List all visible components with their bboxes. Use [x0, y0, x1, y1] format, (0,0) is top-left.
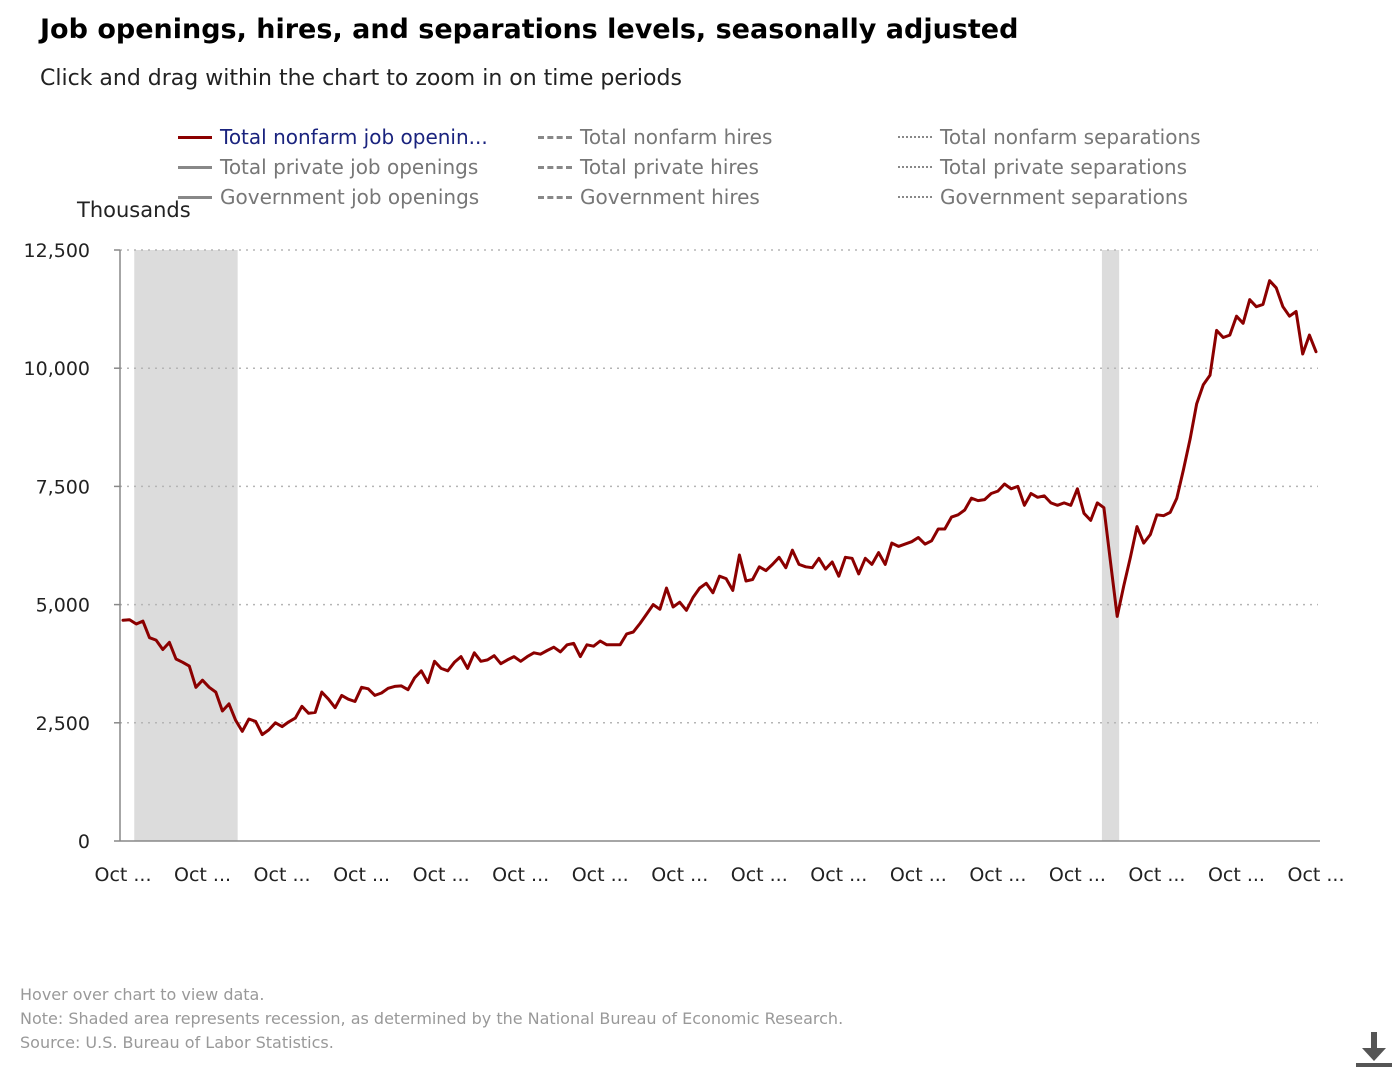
line-chart[interactable]: 0 2,500 5,000 7,500 10,000 12,500 Oct ... Oct .… — [0, 230, 1400, 910]
legend-label: Total nonfarm hires — [580, 125, 773, 149]
x-tick-label: Oct ... — [731, 864, 788, 886]
legend-swatch — [178, 195, 212, 199]
legend-swatch — [898, 136, 932, 138]
x-tick-label: Oct ... — [492, 864, 549, 886]
x-tick-label: Oct ... — [969, 864, 1026, 886]
x-tick-label: Oct ... — [254, 864, 311, 886]
legend-label: Government separations — [940, 185, 1188, 209]
legend-label: Total private hires — [580, 155, 759, 179]
source-note: Source: U.S. Bureau of Labor Statistics. — [20, 1033, 334, 1052]
x-tick-label: Oct ... — [651, 864, 708, 886]
y-tick-label: 2,500 — [36, 713, 90, 735]
legend-item[interactable]: Total nonfarm job openin... — [178, 122, 488, 152]
legend-item[interactable]: Government separations — [898, 182, 1188, 212]
y-tick-label: 0 — [78, 831, 90, 853]
legend-item[interactable]: Government hires — [538, 182, 760, 212]
chart-subtitle: Click and drag within the chart to zoom … — [40, 66, 682, 91]
axes — [119, 250, 1320, 842]
y-tick-label: 5,000 — [36, 595, 90, 617]
y-axis-unit-label: Thousands — [77, 198, 191, 222]
legend-swatch — [538, 195, 572, 199]
x-tick-label: Oct ... — [810, 864, 867, 886]
legend-label: Total nonfarm job openin... — [220, 125, 488, 149]
recession-note: Note: Shaded area represents recession, … — [20, 1009, 844, 1028]
x-tick-label: Oct ... — [572, 864, 629, 886]
x-tick-label: Oct ... — [94, 864, 151, 886]
legend-swatch — [898, 196, 932, 198]
x-tick-label: Oct ... — [333, 864, 390, 886]
y-tick-label: 12,500 — [24, 240, 90, 262]
tick-labels: 0 2,500 5,000 7,500 10,000 12,500 Oct ... Oct .… — [24, 240, 1345, 886]
gridlines — [114, 249, 1318, 842]
x-tick-label: Oct ... — [890, 864, 947, 886]
legend-swatch — [178, 165, 212, 169]
legend-item[interactable]: Total private job openings — [178, 152, 478, 182]
recession-band — [1101, 250, 1120, 841]
legend-swatch — [538, 165, 572, 169]
x-tick-label: Oct ... — [174, 864, 231, 886]
chart-title: Job openings, hires, and separations lev… — [40, 14, 1019, 45]
hover-instruction: Hover over chart to view data. — [20, 985, 265, 1004]
legend-label: Total private separations — [940, 155, 1188, 179]
legend-item[interactable]: Total private separations — [898, 152, 1187, 182]
x-tick-label: Oct ... — [1049, 864, 1106, 886]
x-tick-label: Oct ... — [1287, 864, 1344, 886]
legend-item[interactable]: Total nonfarm separations — [898, 122, 1201, 152]
series-line-total-nonfarm-job-openings — [121, 279, 1318, 737]
legend-swatch — [898, 166, 932, 168]
legend-swatch — [178, 135, 212, 139]
footnotes: Hover over chart to view data. Note: Sha… — [20, 983, 843, 1055]
legend-label: Government job openings — [220, 185, 480, 209]
y-tick-label: 7,500 — [36, 476, 90, 498]
y-tick-label: 10,000 — [24, 358, 90, 380]
download-button[interactable] — [1354, 1030, 1394, 1070]
x-tick-label: Oct ... — [413, 864, 470, 886]
legend-label: Government hires — [580, 185, 760, 209]
x-tick-label: Oct ... — [1128, 864, 1185, 886]
legend-item[interactable]: Total private hires — [538, 152, 759, 182]
legend-swatch — [538, 135, 572, 139]
recession-shading-layer — [134, 250, 1120, 841]
legend-label: Total nonfarm separations — [940, 125, 1201, 149]
legend-label: Total private job openings — [220, 155, 479, 179]
series-layer — [121, 279, 1318, 737]
chart-legend: Total nonfarm job openin... Total nonfarm… — [178, 122, 1238, 214]
download-icon — [1356, 1032, 1392, 1067]
legend-item[interactable]: Government job openings — [178, 182, 479, 212]
legend-item[interactable]: Total nonfarm hires — [538, 122, 772, 152]
x-tick-label: Oct ... — [1208, 864, 1265, 886]
recession-band — [134, 250, 238, 841]
